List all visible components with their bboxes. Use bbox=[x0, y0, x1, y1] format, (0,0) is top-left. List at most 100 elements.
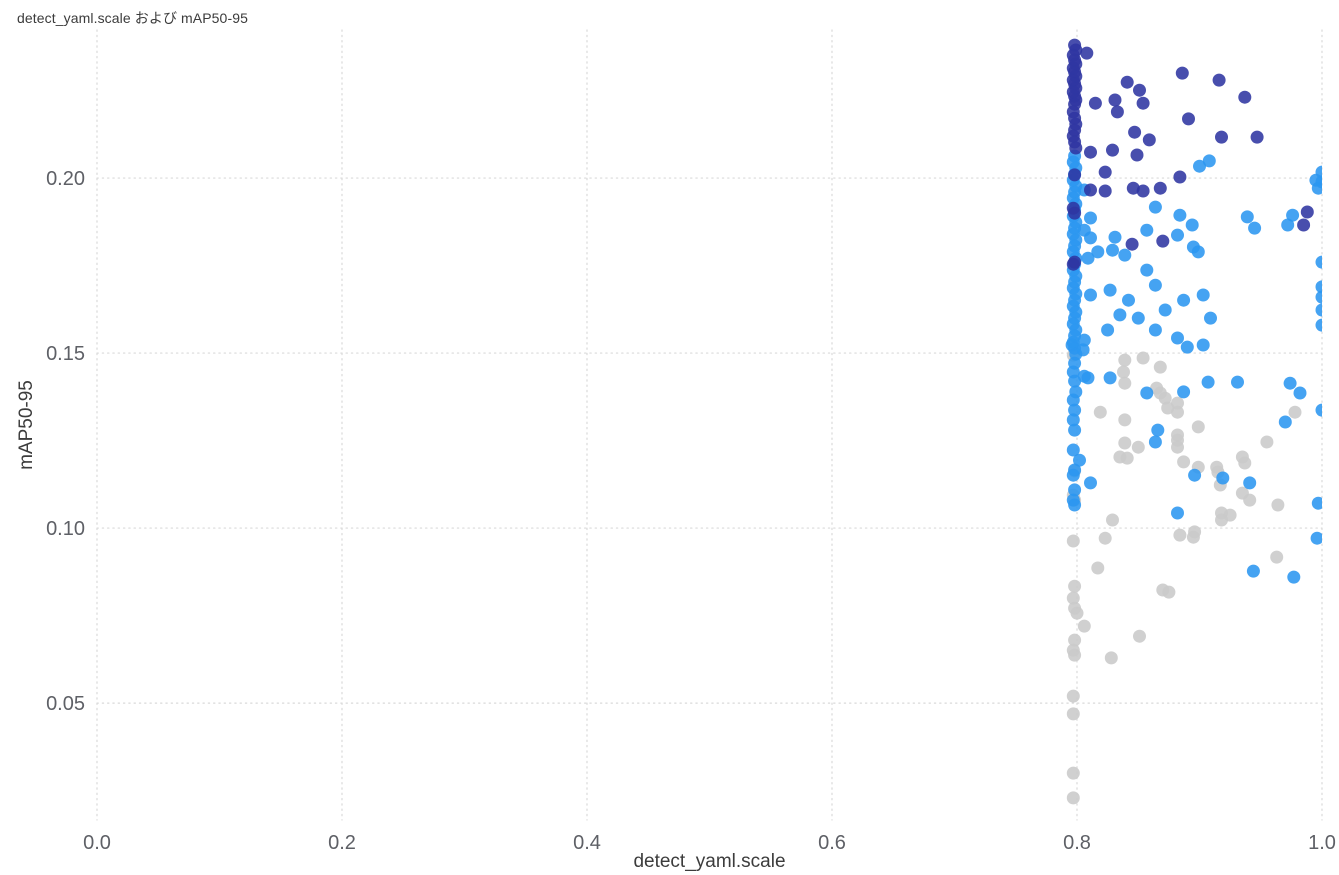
data-point-group-blue[interactable] bbox=[1185, 218, 1199, 232]
data-point-group-gray[interactable] bbox=[1118, 353, 1132, 367]
data-point-group-blue[interactable] bbox=[1311, 496, 1325, 510]
data-point-group-navy[interactable] bbox=[1084, 145, 1097, 159]
data-point-group-blue[interactable] bbox=[1180, 340, 1194, 354]
data-point-group-gray[interactable] bbox=[1066, 689, 1080, 703]
data-point-group-blue[interactable] bbox=[1201, 375, 1215, 389]
data-point-group-blue[interactable] bbox=[1216, 471, 1230, 485]
data-point-group-blue[interactable] bbox=[1202, 154, 1216, 168]
data-point-group-navy[interactable] bbox=[1126, 181, 1140, 195]
data-point-group-gray[interactable] bbox=[1117, 365, 1130, 379]
data-point-group-gray[interactable] bbox=[1153, 360, 1167, 374]
data-point-group-navy[interactable] bbox=[1098, 184, 1112, 198]
data-point-group-navy[interactable] bbox=[1068, 168, 1082, 182]
data-point-group-blue[interactable] bbox=[1077, 333, 1091, 347]
data-point-group-blue[interactable] bbox=[1283, 376, 1297, 390]
data-point-group-blue[interactable] bbox=[1122, 293, 1135, 307]
data-point-group-blue[interactable] bbox=[1315, 280, 1329, 294]
data-point-group-blue[interactable] bbox=[1131, 311, 1145, 325]
data-point-group-blue[interactable] bbox=[1315, 255, 1329, 269]
data-point-group-navy[interactable] bbox=[1133, 83, 1146, 97]
data-point-group-navy[interactable] bbox=[1110, 105, 1124, 119]
data-point-group-blue[interactable] bbox=[1171, 331, 1184, 345]
data-point-group-gray[interactable] bbox=[1077, 619, 1091, 633]
data-point-group-gray[interactable] bbox=[1171, 405, 1184, 419]
data-point-group-blue[interactable] bbox=[1076, 343, 1090, 357]
data-point-group-blue[interactable] bbox=[1281, 218, 1295, 232]
data-point-group-gray[interactable] bbox=[1066, 766, 1080, 780]
data-point-group-blue[interactable] bbox=[1113, 308, 1127, 322]
data-point-group-blue[interactable] bbox=[1148, 323, 1162, 337]
data-point-group-blue[interactable] bbox=[1140, 263, 1154, 277]
data-point-group-blue[interactable] bbox=[1068, 403, 1082, 417]
data-point-group-gray[interactable] bbox=[1106, 513, 1119, 527]
data-point-group-blue[interactable] bbox=[1106, 243, 1119, 257]
data-point-group-navy[interactable] bbox=[1130, 148, 1144, 162]
data-point-group-gray[interactable] bbox=[1070, 606, 1084, 620]
data-point-group-blue[interactable] bbox=[1066, 413, 1080, 427]
data-point-group-blue[interactable] bbox=[1286, 208, 1300, 222]
data-point-group-gray[interactable] bbox=[1260, 435, 1274, 449]
data-point-group-gray[interactable] bbox=[1093, 405, 1107, 419]
data-point-group-blue[interactable] bbox=[1073, 453, 1086, 467]
data-point-group-navy[interactable] bbox=[1080, 46, 1094, 60]
data-point-group-blue[interactable] bbox=[1231, 375, 1244, 389]
data-point-group-blue[interactable] bbox=[1148, 435, 1162, 449]
data-point-group-blue[interactable] bbox=[1066, 468, 1080, 482]
data-point-group-navy[interactable] bbox=[1300, 205, 1314, 219]
data-point-group-blue[interactable] bbox=[1084, 288, 1097, 302]
data-point-group-gray[interactable] bbox=[1118, 376, 1132, 390]
data-point-group-blue[interactable] bbox=[1091, 245, 1105, 259]
data-point-group-blue[interactable] bbox=[1068, 374, 1082, 388]
data-point-group-blue[interactable] bbox=[1248, 221, 1262, 235]
data-point-group-gray[interactable] bbox=[1161, 401, 1175, 415]
data-point-group-navy[interactable] bbox=[1108, 93, 1122, 107]
data-point-group-gray[interactable] bbox=[1215, 513, 1228, 527]
data-point-group-gray[interactable] bbox=[1066, 707, 1080, 721]
data-point-group-navy[interactable] bbox=[1212, 73, 1226, 87]
data-point-group-blue[interactable] bbox=[1315, 175, 1329, 189]
data-point-group-gray[interactable] bbox=[1118, 436, 1132, 450]
data-point-group-blue[interactable] bbox=[1151, 423, 1165, 437]
data-point-group-navy[interactable] bbox=[1136, 184, 1150, 198]
data-point-group-blue[interactable] bbox=[1171, 228, 1184, 242]
data-point-group-gray[interactable] bbox=[1068, 579, 1082, 593]
data-point-group-gray[interactable] bbox=[1104, 651, 1118, 665]
data-point-group-blue[interactable] bbox=[1246, 564, 1260, 578]
data-point-group-gray[interactable] bbox=[1066, 791, 1080, 805]
data-point-group-blue[interactable] bbox=[1315, 403, 1329, 417]
data-point-group-gray[interactable] bbox=[1136, 351, 1150, 365]
data-point-group-blue[interactable] bbox=[1173, 208, 1187, 222]
data-point-group-blue[interactable] bbox=[1177, 385, 1191, 399]
data-point-group-blue[interactable] bbox=[1240, 210, 1254, 224]
data-point-group-gray[interactable] bbox=[1158, 391, 1172, 405]
data-point-group-gray[interactable] bbox=[1177, 455, 1191, 469]
data-point-group-blue[interactable] bbox=[1243, 476, 1257, 490]
data-point-group-gray[interactable] bbox=[1120, 451, 1134, 465]
data-point-group-blue[interactable] bbox=[1193, 159, 1206, 173]
data-point-group-gray[interactable] bbox=[1288, 405, 1302, 419]
data-point-group-blue[interactable] bbox=[1287, 570, 1301, 584]
data-point-group-navy[interactable] bbox=[1250, 130, 1264, 144]
data-point-group-navy[interactable] bbox=[1215, 130, 1228, 144]
data-point-group-blue[interactable] bbox=[1315, 290, 1329, 304]
data-point-group-gray[interactable] bbox=[1133, 629, 1146, 643]
data-point-group-gray[interactable] bbox=[1271, 498, 1285, 512]
data-point-group-gray[interactable] bbox=[1243, 493, 1257, 507]
data-point-group-blue[interactable] bbox=[1103, 283, 1117, 297]
data-point-group-navy[interactable] bbox=[1084, 183, 1097, 197]
data-point-group-navy[interactable] bbox=[1069, 141, 1083, 155]
data-point-group-blue[interactable] bbox=[1293, 386, 1307, 400]
data-point-group-blue[interactable] bbox=[1148, 278, 1162, 292]
data-point-group-navy[interactable] bbox=[1173, 170, 1187, 184]
data-point-group-navy[interactable] bbox=[1106, 143, 1119, 157]
data-point-group-blue[interactable] bbox=[1191, 245, 1205, 259]
data-point-group-blue[interactable] bbox=[1118, 248, 1132, 262]
data-point-group-blue[interactable] bbox=[1068, 498, 1082, 512]
data-point-group-gray[interactable] bbox=[1098, 531, 1112, 545]
data-point-group-navy[interactable] bbox=[1128, 125, 1142, 139]
data-point-group-navy[interactable] bbox=[1088, 96, 1102, 110]
data-point-group-navy[interactable] bbox=[1182, 112, 1195, 126]
data-point-group-navy[interactable] bbox=[1238, 90, 1252, 104]
data-point-group-blue[interactable] bbox=[1140, 223, 1154, 237]
data-point-group-blue[interactable] bbox=[1068, 423, 1082, 437]
